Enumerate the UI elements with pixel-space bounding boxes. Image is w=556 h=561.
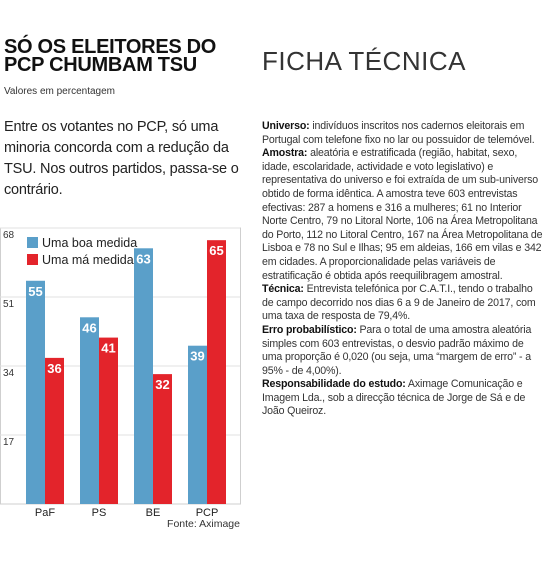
bar <box>45 357 64 504</box>
value-label: 46 <box>82 320 96 335</box>
legend-swatch <box>27 237 38 248</box>
bar <box>99 337 118 504</box>
section-text: Entrevista telefónica por C.A.T.I., tend… <box>262 283 536 323</box>
section-text: aleatória e estratificada (região, habit… <box>262 147 543 282</box>
x-tick-label: PS <box>92 507 107 519</box>
value-label: 41 <box>101 341 115 356</box>
chart-subtitle: Valores em percentagem <box>4 86 115 97</box>
value-label: 36 <box>47 361 61 376</box>
bar <box>80 317 99 504</box>
x-tick-label: PCP <box>196 507 219 519</box>
value-label: 32 <box>155 377 169 392</box>
value-label: 65 <box>209 243 223 258</box>
y-tick-label: 17 <box>3 437 15 448</box>
x-tick-label: PaF <box>35 507 55 519</box>
bar <box>153 374 172 504</box>
ficha-section: Técnica: Entrevista telefónica por C.A.T… <box>262 283 546 324</box>
ficha-section: Responsabilidade do estudo: Aximage Comu… <box>262 378 546 419</box>
chart-title: SÓ OS ELEITORES DO PCP CHUMBAM TSU <box>4 36 217 76</box>
bar <box>207 240 226 505</box>
ficha-title: FICHA TÉCNICA <box>262 46 466 76</box>
bar <box>134 248 153 504</box>
value-label: 55 <box>28 284 42 299</box>
section-text: Para o total de uma amostra aleatória si… <box>262 323 532 377</box>
source: Fonte: Aximage <box>167 518 240 530</box>
ficha-section: Universo: indivíduos inscritos nos cader… <box>262 120 546 147</box>
section-label: Universo: <box>262 120 310 132</box>
x-tick-label: BE <box>146 507 161 519</box>
value-label: 39 <box>190 349 204 364</box>
y-tick-label: 51 <box>3 299 15 310</box>
section-label: Responsabilidade do estudo: <box>262 378 406 391</box>
chart-description: Entre os votantes no PCP, só uma minoria… <box>4 119 239 198</box>
ficha-section: Amostra: aleatória e estratificada (regi… <box>262 147 546 283</box>
ficha-body: Universo: indivíduos inscritos nos cader… <box>262 120 546 419</box>
section-text: indivíduos inscritos nos cadernos eleito… <box>262 120 535 146</box>
chart: 17 34 51 68 55 36 PaF 46 41 PS 63 32 BE 39 65 PCP Uma bo… <box>0 227 241 530</box>
section-text: Aximage Comunicação e Imagem Lda., sob a… <box>262 378 526 418</box>
y-tick-label: 68 <box>3 230 15 241</box>
legend-label: Uma boa medida <box>42 236 137 250</box>
bar <box>188 345 207 504</box>
legend-swatch <box>27 254 38 265</box>
ficha-section: Erro probabilístico: Para o total de uma… <box>262 324 546 378</box>
legend-label: Uma má medida <box>42 253 134 267</box>
section-label: Amostra: <box>262 147 308 160</box>
y-tick-label: 34 <box>3 368 15 379</box>
value-label: 63 <box>136 251 150 266</box>
section-label: Erro probabilístico: <box>262 323 357 336</box>
section-label: Técnica: <box>262 283 304 296</box>
bar <box>26 280 45 504</box>
